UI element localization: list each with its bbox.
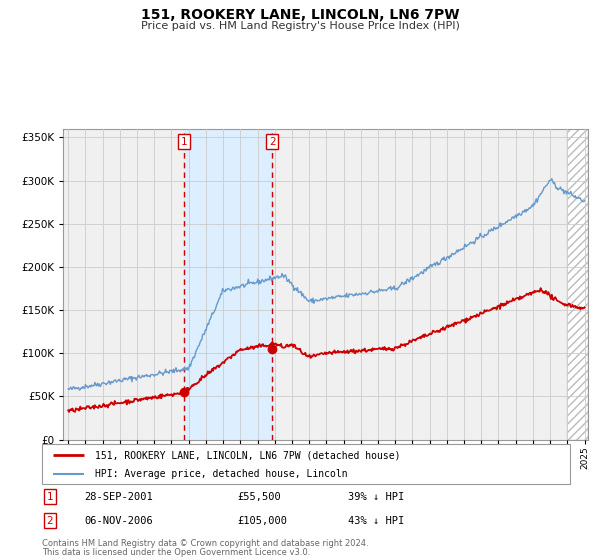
Text: 43% ↓ HPI: 43% ↓ HPI xyxy=(348,516,404,525)
Text: 06-NOV-2006: 06-NOV-2006 xyxy=(84,516,153,525)
Text: 151, ROOKERY LANE, LINCOLN, LN6 7PW (detached house): 151, ROOKERY LANE, LINCOLN, LN6 7PW (det… xyxy=(95,450,400,460)
Text: HPI: Average price, detached house, Lincoln: HPI: Average price, detached house, Linc… xyxy=(95,469,347,479)
Text: 1: 1 xyxy=(47,492,53,502)
FancyBboxPatch shape xyxy=(42,444,570,484)
Text: £55,500: £55,500 xyxy=(238,492,281,502)
Text: Price paid vs. HM Land Registry's House Price Index (HPI): Price paid vs. HM Land Registry's House … xyxy=(140,21,460,31)
Bar xyxy=(568,129,588,440)
Text: Contains HM Land Registry data © Crown copyright and database right 2024.: Contains HM Land Registry data © Crown c… xyxy=(42,539,368,548)
Text: This data is licensed under the Open Government Licence v3.0.: This data is licensed under the Open Gov… xyxy=(42,548,310,557)
Text: 1: 1 xyxy=(181,137,188,147)
Text: 39% ↓ HPI: 39% ↓ HPI xyxy=(348,492,404,502)
Text: 28-SEP-2001: 28-SEP-2001 xyxy=(84,492,153,502)
Bar xyxy=(184,129,272,440)
Text: 2: 2 xyxy=(269,137,275,147)
Text: £105,000: £105,000 xyxy=(238,516,287,525)
Text: 151, ROOKERY LANE, LINCOLN, LN6 7PW: 151, ROOKERY LANE, LINCOLN, LN6 7PW xyxy=(141,8,459,22)
Text: 2: 2 xyxy=(47,516,53,525)
